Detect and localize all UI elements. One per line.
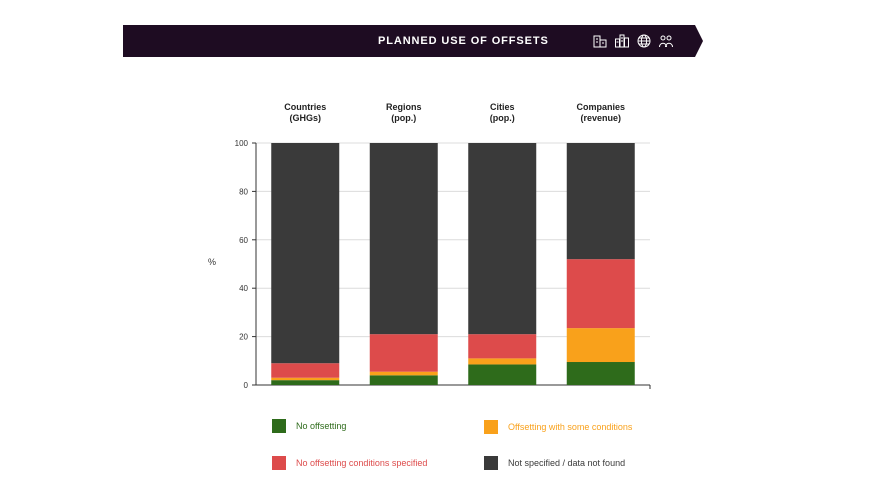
legend-swatch bbox=[484, 420, 498, 434]
category-label: (GHGs) bbox=[290, 113, 322, 123]
legend-item-no-conditions-specified: No offsetting conditions specified bbox=[272, 456, 427, 470]
y-tick-label: 20 bbox=[239, 333, 248, 342]
bar-segment-offsetting-with-some-conditions bbox=[369, 371, 438, 376]
legend-item-no-offsetting: No offsetting bbox=[272, 419, 346, 433]
category-label: Cities bbox=[490, 102, 515, 112]
bar-segment-not-specified-data-not-found bbox=[369, 143, 438, 335]
bar-segment-no-offsetting bbox=[566, 362, 635, 385]
category-label: Companies bbox=[576, 102, 625, 112]
y-tick-label: 60 bbox=[239, 236, 248, 245]
legend-label: Not specified / data not found bbox=[508, 458, 626, 468]
bar-segment-no-offsetting-conditions-specified bbox=[369, 334, 438, 372]
legend-label: Offsetting with some conditions bbox=[508, 422, 633, 432]
legend-swatch bbox=[272, 419, 286, 433]
category-label: (pop.) bbox=[391, 113, 416, 123]
legend-label: No offsetting bbox=[296, 421, 347, 431]
bar-segment-no-offsetting bbox=[271, 380, 340, 385]
bar-segment-no-offsetting-conditions-specified bbox=[468, 334, 537, 359]
legend-swatch bbox=[272, 456, 286, 470]
category-label: Regions bbox=[386, 102, 422, 112]
city-icon bbox=[615, 34, 629, 48]
bar-segment-offsetting-with-some-conditions bbox=[271, 377, 340, 381]
bar-segment-not-specified-data-not-found bbox=[271, 143, 340, 364]
bar-segment-no-offsetting-conditions-specified bbox=[566, 259, 635, 329]
building-icon bbox=[593, 35, 607, 48]
y-tick-label: 100 bbox=[235, 139, 249, 148]
header-banner bbox=[123, 25, 703, 57]
category-label: Countries bbox=[284, 102, 326, 112]
category-label: (revenue) bbox=[580, 113, 621, 123]
banner-background bbox=[123, 25, 703, 57]
y-tick-label: 40 bbox=[239, 284, 248, 293]
chart-title: PLANNED USE OF OFFSETS bbox=[378, 35, 549, 47]
people-icon bbox=[659, 35, 673, 48]
bar-segment-no-offsetting bbox=[468, 364, 537, 385]
y-tick-label: 0 bbox=[244, 381, 249, 390]
legend-item-offsetting-with-conditions: Offsetting with some conditions bbox=[484, 420, 632, 434]
bar-segment-not-specified-data-not-found bbox=[468, 143, 537, 335]
globe-icon bbox=[637, 34, 651, 48]
bar-segment-offsetting-with-some-conditions bbox=[468, 358, 537, 365]
bar-segment-offsetting-with-some-conditions bbox=[566, 328, 635, 363]
bar-segment-not-specified-data-not-found bbox=[566, 143, 635, 260]
bar-segment-no-offsetting bbox=[369, 375, 438, 385]
legend-item-not-specified: Not specified / data not found bbox=[484, 456, 625, 470]
legend-label: No offsetting conditions specified bbox=[296, 458, 428, 468]
category-label: (pop.) bbox=[490, 113, 515, 123]
y-tick-label: 80 bbox=[239, 187, 248, 196]
bar-segment-no-offsetting-conditions-specified bbox=[271, 363, 340, 378]
legend-swatch bbox=[484, 456, 498, 470]
y-axis-label: % bbox=[208, 257, 216, 267]
